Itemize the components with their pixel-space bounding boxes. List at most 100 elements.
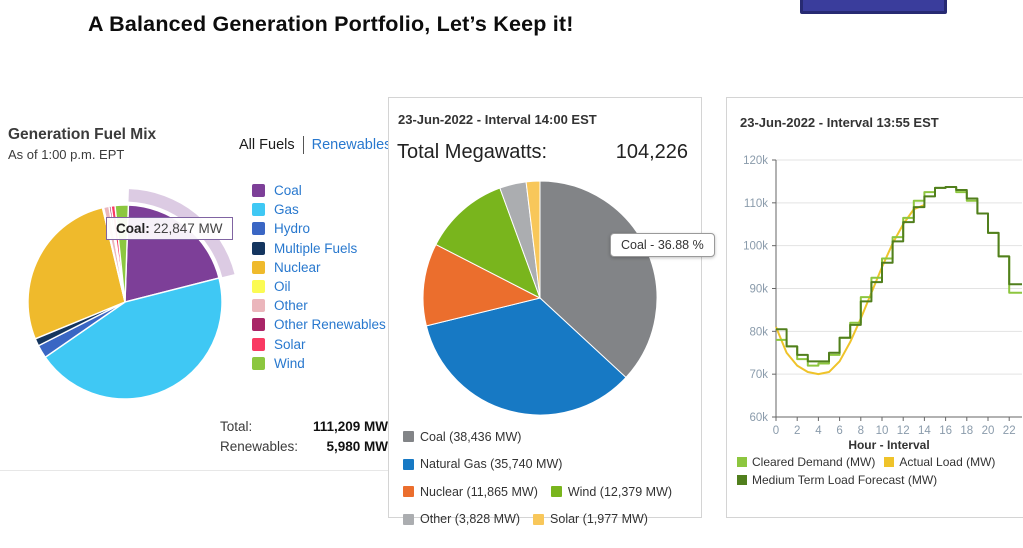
x-tick-10: 10 — [876, 425, 889, 437]
legend-item-cleared-demand-mw[interactable]: Cleared Demand (MW) — [737, 455, 875, 469]
legend-item-nuclear[interactable]: Nuclear — [252, 259, 386, 275]
x-tick-4: 4 — [815, 425, 822, 437]
legend-item-wind[interactable]: Wind — [252, 355, 386, 371]
y-tick-80k: 80k — [749, 326, 768, 338]
interval-fuel-mix-pie-chart[interactable] — [415, 173, 665, 423]
legend-swatch-oil — [252, 279, 265, 293]
legend-swatch-nuclear-11-865-mw — [403, 486, 414, 497]
legend-label: Medium Term Load Forecast (MW) — [752, 473, 938, 487]
x-tick-0: 0 — [773, 425, 779, 437]
legend-label: Wind (12,379 MW) — [567, 484, 673, 499]
y-tick-110k: 110k — [744, 198, 768, 210]
x-tick-6: 6 — [836, 425, 842, 437]
legend-swatch-multiple-fuels — [252, 241, 265, 255]
y-tick-120k: 120k — [743, 155, 768, 167]
y-tick-70k: 70k — [749, 369, 768, 381]
legend-item-nuclear-11-865-mw[interactable]: Nuclear (11,865 MW) — [403, 485, 538, 499]
legend-swatch-solar-1-977-mw — [533, 513, 545, 525]
load-line-chart[interactable]: 120k 110k 100k 90k 80k 70k 60k 0 2 4 6 8 10 12 14 16 18 2… — [728, 148, 1022, 448]
pie-slice-nuclear[interactable] — [422, 243, 542, 327]
interval-pie-tooltip: Coal - 36.88 % — [610, 233, 715, 257]
legend-label: Solar (1,977 MW) — [550, 512, 648, 526]
legend-swatch-cleared-demand-mw — [737, 457, 747, 467]
legend-item-coal-38-436-mw[interactable]: Coal (38,436 MW) — [403, 430, 521, 444]
total-megawatts-label: Total Megawatts: — [397, 141, 548, 163]
legend-item-natural-gas-35-740-mw[interactable]: Natural Gas (35,740 MW) — [403, 457, 562, 471]
legend-item-solar-1-977-mw[interactable]: Solar (1,977 MW) — [533, 512, 648, 526]
legend-swatch-natural-gas-35-740-mw — [403, 458, 414, 470]
series-actual-load-mw — [775, 204, 925, 376]
legend-item-hydro[interactable]: Hydro — [252, 221, 386, 236]
legend-swatch-medium-term-load-forecast-mw — [737, 475, 747, 485]
load-chart-header: 23-Jun-2022 - Interval 13:55 EST — [740, 115, 939, 130]
y-tick-100k: 100k — [743, 241, 768, 253]
fuel-mix-tabs: All Fuels Renewables — [239, 136, 391, 154]
legend-item-oil[interactable]: Oil — [252, 278, 386, 294]
renewables-row: Renewables: 5,980 MW — [220, 439, 388, 454]
x-tick-18: 18 — [960, 425, 973, 437]
x-tick-2: 2 — [794, 425, 800, 437]
x-tick-8: 8 — [858, 425, 864, 437]
legend-swatch-hydro — [252, 222, 265, 236]
left-panel-divider — [0, 470, 390, 471]
top-right-button[interactable] — [800, 0, 947, 14]
legend-label: Oil — [274, 278, 291, 294]
legend-item-actual-load-mw[interactable]: Actual Load (MW) — [884, 455, 995, 469]
legend-swatch-wind-12-379-mw — [550, 486, 562, 497]
legend-label: Coal — [274, 183, 302, 198]
page-title: A Balanced Generation Portfolio, Let’s K… — [88, 12, 574, 36]
legend-label: Nuclear — [274, 259, 321, 275]
legend-item-other[interactable]: Other — [252, 298, 386, 313]
total-row: Total: 111,209 MW — [220, 419, 388, 434]
pie-slice-gas[interactable] — [44, 277, 223, 400]
tab-renewables[interactable]: Renewables — [311, 137, 392, 153]
legend-swatch-other-3-828-mw — [403, 513, 414, 525]
legend-item-gas[interactable]: Gas — [252, 202, 386, 217]
total-value: 111,209 MW — [312, 419, 388, 434]
tab-divider — [302, 136, 304, 154]
legend-swatch-other-renewables — [252, 318, 265, 332]
legend-item-other-renewables[interactable]: Other Renewables — [252, 317, 386, 332]
legend-swatch-actual-load-mw — [884, 457, 895, 467]
interval-fuel-mix-header: 23-Jun-2022 - Interval 14:00 EST — [398, 112, 597, 127]
legend-item-solar[interactable]: Solar — [252, 336, 386, 352]
renewables-label: Renewables: — [220, 439, 299, 454]
pie-slice-nuclear[interactable] — [27, 206, 126, 340]
legend-swatch-gas — [252, 203, 265, 217]
fuel-mix-subtitle: As of 1:00 p.m. EPT — [8, 147, 125, 162]
pie-slice-solar[interactable] — [525, 180, 541, 299]
tab-all-fuels[interactable]: All Fuels — [239, 137, 295, 153]
interval-fuel-mix-legend: Coal (38,436 MW) Natural Gas (35,740 MW) N… — [403, 429, 695, 539]
series-medium-term-load-forecast-mw — [776, 185, 1022, 363]
legend-label: Multiple Fuels — [274, 240, 358, 256]
legend-item-other-3-828-mw[interactable]: Other (3,828 MW) — [403, 512, 520, 526]
total-megawatts-value: 104,226 — [615, 141, 688, 163]
x-tick-22: 22 — [1003, 425, 1016, 437]
legend-swatch-nuclear — [252, 260, 265, 274]
pie-slice-natural-gas[interactable] — [425, 297, 627, 416]
legend-item-multiple-fuels[interactable]: Multiple Fuels — [252, 240, 386, 256]
renewables-value: 5,980 MW — [326, 439, 388, 454]
legend-label: Actual Load (MW) — [899, 455, 996, 469]
fuel-mix-legend: Coal Gas Hydro Multiple Fuels Nuclear Oil Othe… — [252, 183, 386, 376]
legend-item-medium-term-load-forecast-mw[interactable]: Medium Term Load Forecast (MW) — [737, 473, 937, 487]
total-label: Total: — [220, 419, 253, 434]
legend-label: Other (3,828 MW) — [420, 512, 521, 526]
legend-label: Nuclear (11,865 MW) — [420, 484, 538, 499]
fuel-mix-title: Generation Fuel Mix — [8, 126, 157, 143]
legend-item-wind-12-379-mw[interactable]: Wind (12,379 MW) — [550, 484, 673, 499]
legend-swatch-wind — [252, 356, 265, 370]
legend-label: Natural Gas (35,740 MW) — [420, 457, 563, 471]
fuel-mix-pie-chart[interactable] — [5, 182, 245, 422]
legend-swatch-other — [252, 299, 265, 313]
legend-label: Solar — [274, 336, 306, 352]
legend-swatch-coal-38-436-mw — [403, 431, 414, 442]
legend-label: Wind — [274, 355, 305, 371]
legend-item-coal[interactable]: Coal — [252, 183, 386, 198]
pie-slice-wind[interactable] — [435, 187, 541, 300]
legend-swatch-solar — [252, 337, 265, 351]
x-axis-label: Hour - Interval — [848, 438, 930, 452]
tooltip-fuel-label: Coal: — [116, 221, 150, 236]
legend-swatch-coal — [252, 184, 265, 197]
